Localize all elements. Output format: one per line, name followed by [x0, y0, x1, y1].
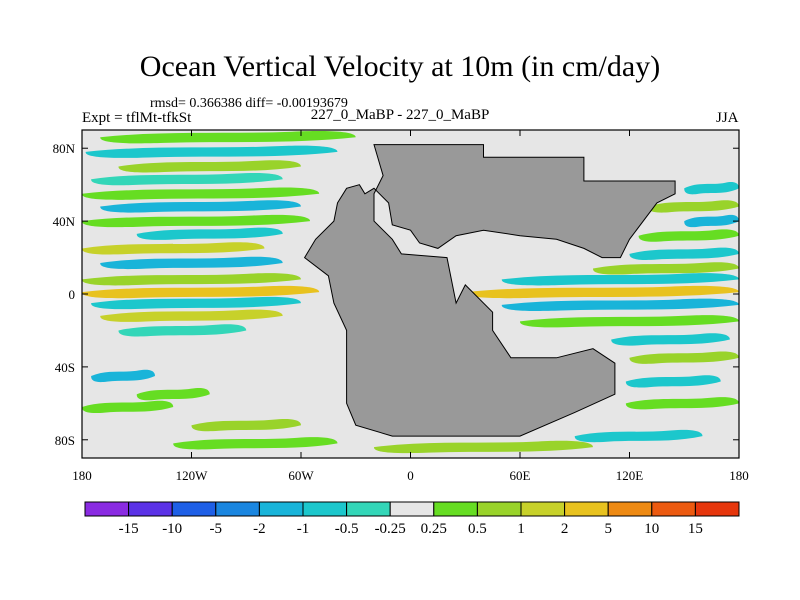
experiment-label: Expt = tflMt-tfkSt [82, 110, 192, 126]
contour-band [118, 160, 301, 173]
x-tick-label: 0 [407, 468, 414, 483]
colorbar-swatch [433, 501, 478, 517]
x-tick-label: 60W [288, 468, 314, 483]
contour-band [91, 172, 283, 186]
case-label: 227_0_MaBP - 227_0_MaBP [310, 107, 490, 123]
colorbar-swatch [607, 501, 653, 517]
axis-ticks: 180 120W 60W 0 60E 120E 180 80N 40N 0 40S 80S [53, 130, 749, 483]
y-tick-label: 0 [69, 287, 76, 302]
colorbar-swatch [84, 501, 130, 517]
x-tick-label: 120E [616, 468, 644, 483]
colorbar-swatch [651, 501, 696, 517]
contour-band [173, 437, 338, 450]
contour-band [100, 256, 283, 270]
colorbar-label: 0.5 [468, 521, 487, 537]
x-tick-label: 120W [176, 468, 209, 483]
colorbar-label: -1 [297, 521, 310, 537]
contour-band [684, 182, 739, 195]
contour-band [629, 351, 739, 364]
contour-band [91, 296, 301, 310]
colorbar-label: 5 [604, 521, 612, 537]
colorbar-swatch [476, 501, 522, 517]
contour-band [82, 187, 320, 200]
contour-band [625, 375, 721, 388]
colorbar-label: 0.25 [421, 521, 447, 537]
contour-band [100, 200, 301, 213]
colorbar-swatch [171, 501, 217, 517]
contour-band [100, 131, 356, 144]
contour-band [118, 324, 247, 337]
contour-band [191, 418, 301, 432]
y-tick-label: 80N [53, 141, 76, 156]
contour-band [684, 214, 739, 228]
y-tick-label: 40S [55, 360, 75, 375]
colorbar-swatch [564, 501, 609, 517]
contour-band [593, 262, 739, 275]
contour-band [501, 298, 739, 311]
contour-band [82, 242, 265, 255]
chart-title: Ocean Vertical Velocity at 10m (in cm/da… [139, 50, 661, 83]
contour-band [520, 315, 739, 328]
colorbar-swatch [302, 501, 348, 517]
colorbar-label: 1 [517, 521, 525, 537]
colorbar-swatch [694, 501, 740, 517]
contour-band [100, 309, 283, 322]
y-tick-label: 40N [53, 214, 76, 229]
colorbar-swatch [215, 501, 260, 517]
x-tick-label: 180 [729, 468, 749, 483]
contour-band [638, 229, 739, 242]
colorbar-label: -15 [119, 521, 139, 537]
x-tick-label: 60E [510, 468, 531, 483]
colorbar-label: 10 [644, 521, 659, 537]
y-tick-label: 80S [55, 433, 75, 448]
contour-band [136, 227, 283, 240]
colorbar-swatch [346, 501, 391, 517]
colorbar-label: -0.25 [375, 521, 406, 537]
contour-band [82, 400, 174, 414]
contour-band [91, 369, 155, 383]
colorbar-swatch [128, 501, 173, 517]
land-mass [303, 144, 676, 437]
colorbar-label: -10 [162, 521, 182, 537]
colorbar-label: -5 [210, 521, 223, 537]
contour-band [82, 214, 311, 228]
contour-band [136, 387, 210, 401]
colorbar-label: -0.5 [335, 521, 359, 537]
contour-band [611, 333, 730, 346]
contour-band [85, 145, 338, 158]
contour-band [625, 397, 739, 410]
contour-band [465, 285, 739, 299]
colorbar-label: 2 [561, 521, 569, 537]
colorbar: -15 -10 -5 -2 -1 -0.5 -0.25 0.25 0.5 1 2 5 10 15 [84, 501, 740, 537]
colorbar-label: -2 [253, 521, 266, 537]
contour-band [374, 440, 593, 454]
contour-band [647, 200, 739, 213]
contour-band [82, 285, 320, 299]
colorbar-swatch [520, 501, 566, 517]
contour-band [574, 429, 703, 443]
colorbar-swatch [258, 501, 304, 517]
colorbar-label: 15 [688, 521, 703, 537]
season-label: JJA [716, 110, 739, 126]
stats-label: rmsd= 0.366386 diff= -0.00193679 [150, 96, 348, 111]
contour-band [501, 273, 739, 286]
contour-band [629, 247, 739, 260]
colorbar-swatch [389, 501, 435, 517]
contour-band [82, 273, 301, 286]
x-tick-label: 180 [72, 468, 92, 483]
